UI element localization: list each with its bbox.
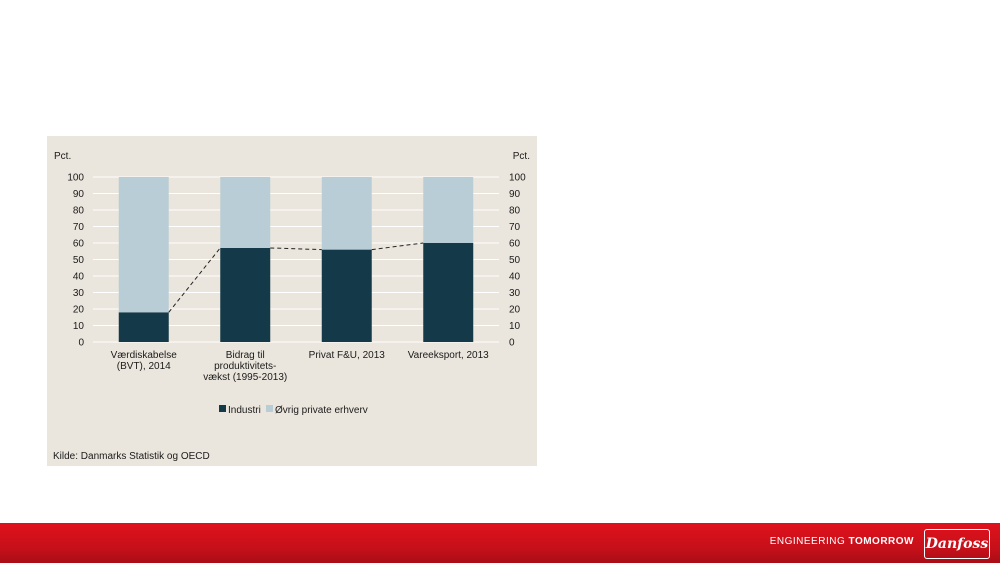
tagline-engineering: ENGINEERING (769, 536, 846, 547)
left-tick-label-90: 90 (73, 189, 85, 200)
bar-ovrig-2 (321, 177, 372, 250)
footer-bar: ENGINEERING TOMORROW Danfoss (0, 523, 1000, 563)
tagline: ENGINEERING TOMORROW (770, 536, 914, 547)
left-tick-label-40: 40 (73, 272, 85, 283)
right-tick-label-80: 80 (509, 206, 521, 217)
left-tick-label-20: 20 (73, 305, 85, 316)
legend-label-industri: Industri (228, 405, 261, 416)
left-tick-label-0: 0 (78, 338, 84, 349)
bar-industri-0 (118, 312, 169, 342)
chart-panel: Pct. Pct. 0 0 10 10 20 20 30 30 40 40 50 50 60 60 70 70… (47, 136, 537, 466)
chart-svg: Pct. Pct. 0 0 10 10 20 20 30 30 40 40 50 50 60 60 70 70… (53, 151, 530, 462)
tick-labels: 0 0 10 10 20 20 30 30 40 40 50 50 60 60 70 70 80 80 90 90 10… (67, 173, 526, 349)
right-tick-label-0: 0 (509, 338, 515, 349)
legend-label-ovrig: Øvrig private erhverv (275, 405, 368, 416)
category-label-1-1: produktivitets- (214, 361, 276, 372)
right-tick-label-100: 100 (509, 173, 526, 184)
category-label-1-0: Bidrag til (226, 350, 265, 361)
left-tick-label-100: 100 (67, 173, 84, 184)
danfoss-logo: Danfoss (924, 529, 990, 559)
bar-industri-2 (321, 249, 372, 342)
category-label-0-1: (BVT), 2014 (117, 361, 171, 372)
right-tick-label-90: 90 (509, 189, 521, 200)
left-tick-label-70: 70 (73, 222, 85, 233)
left-tick-label-80: 80 (73, 206, 85, 217)
category-label-3-0: Vareeksport, 2013 (408, 350, 489, 361)
category-labels: Værdiskabelse(BVT), 2014 Bidrag tilproduk… (111, 350, 490, 383)
right-tick-label-30: 30 (509, 288, 521, 299)
right-axis-unit: Pct. (513, 151, 530, 162)
left-tick-label-10: 10 (73, 321, 85, 332)
right-tick-label-70: 70 (509, 222, 521, 233)
left-tick-label-30: 30 (73, 288, 85, 299)
bar-ovrig-1 (220, 177, 271, 248)
bar-industri-1 (220, 247, 271, 342)
category-label-1-2: vækst (1995-2013) (203, 372, 287, 383)
right-tick-label-60: 60 (509, 239, 521, 250)
left-axis-unit: Pct. (54, 151, 71, 162)
left-tick-label-50: 50 (73, 255, 85, 266)
source-note: Kilde: Danmarks Statistik og OECD (53, 451, 210, 462)
legend-swatch-industri (219, 405, 226, 412)
bar-ovrig-3 (423, 177, 474, 243)
category-label-0-0: Værdiskabelse (111, 350, 178, 361)
right-tick-label-50: 50 (509, 255, 521, 266)
left-tick-label-60: 60 (73, 239, 85, 250)
legend: Industri Øvrig private erhverv (219, 405, 368, 416)
right-tick-label-20: 20 (509, 305, 521, 316)
tagline-tomorrow: TOMORROW (848, 536, 914, 547)
bar-industri-3 (423, 243, 474, 342)
bar-ovrig-0 (118, 177, 169, 313)
legend-swatch-ovrig (266, 405, 273, 412)
right-tick-label-10: 10 (509, 321, 521, 332)
bars (118, 177, 474, 342)
category-label-2-0: Privat F&U, 2013 (309, 350, 386, 361)
right-tick-label-40: 40 (509, 272, 521, 283)
